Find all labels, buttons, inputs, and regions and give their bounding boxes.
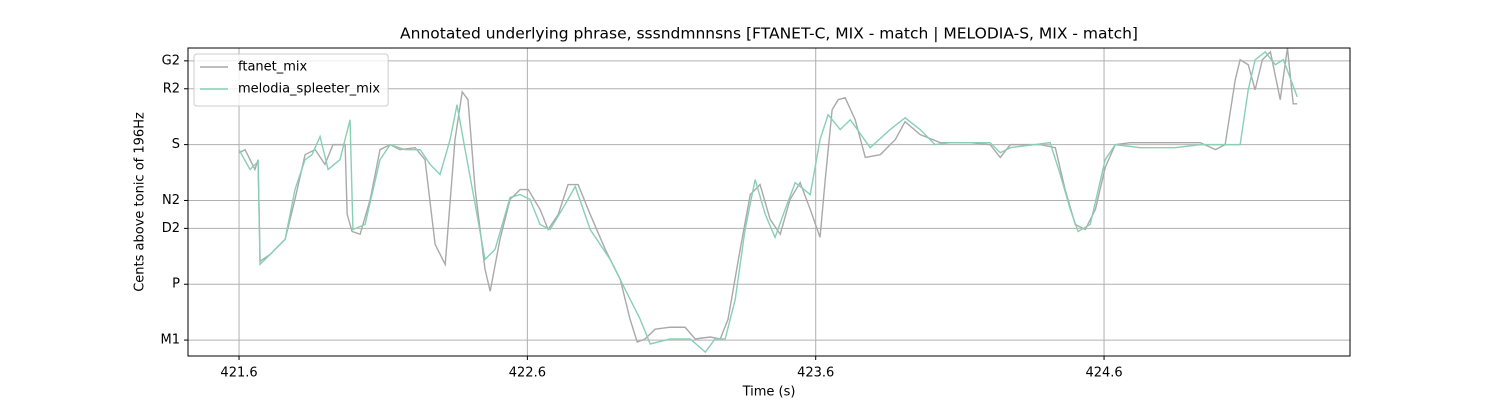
y-tick-label: R2 <box>163 81 180 96</box>
x-tick-label: 424.6 <box>1085 366 1122 381</box>
y-tick-label: P <box>172 277 180 292</box>
chart-title: Annotated underlying phrase, sssndmnnsns… <box>400 25 1138 43</box>
data-line <box>238 48 1298 343</box>
legend-box <box>193 53 389 107</box>
data-line <box>238 50 1298 354</box>
plot-frame <box>187 47 1351 357</box>
x-tick-label: 421.6 <box>220 366 257 381</box>
y-tick-label: D2 <box>162 221 180 236</box>
y-tick-label: M1 <box>161 333 181 348</box>
x-tick-label: 422.6 <box>509 366 546 381</box>
y-tick-label: N2 <box>162 193 180 208</box>
y-tick-label: G2 <box>162 53 180 68</box>
legend-label: melodia_spleeter_mix <box>238 82 380 97</box>
y-axis-label: Cents above tonic of 196Hz <box>133 112 148 292</box>
x-tick-label: 423.6 <box>797 366 834 381</box>
x-axis-label: Time (s) <box>742 385 796 400</box>
y-tick-label: S <box>172 137 180 152</box>
legend-label: ftanet_mix <box>238 60 308 75</box>
